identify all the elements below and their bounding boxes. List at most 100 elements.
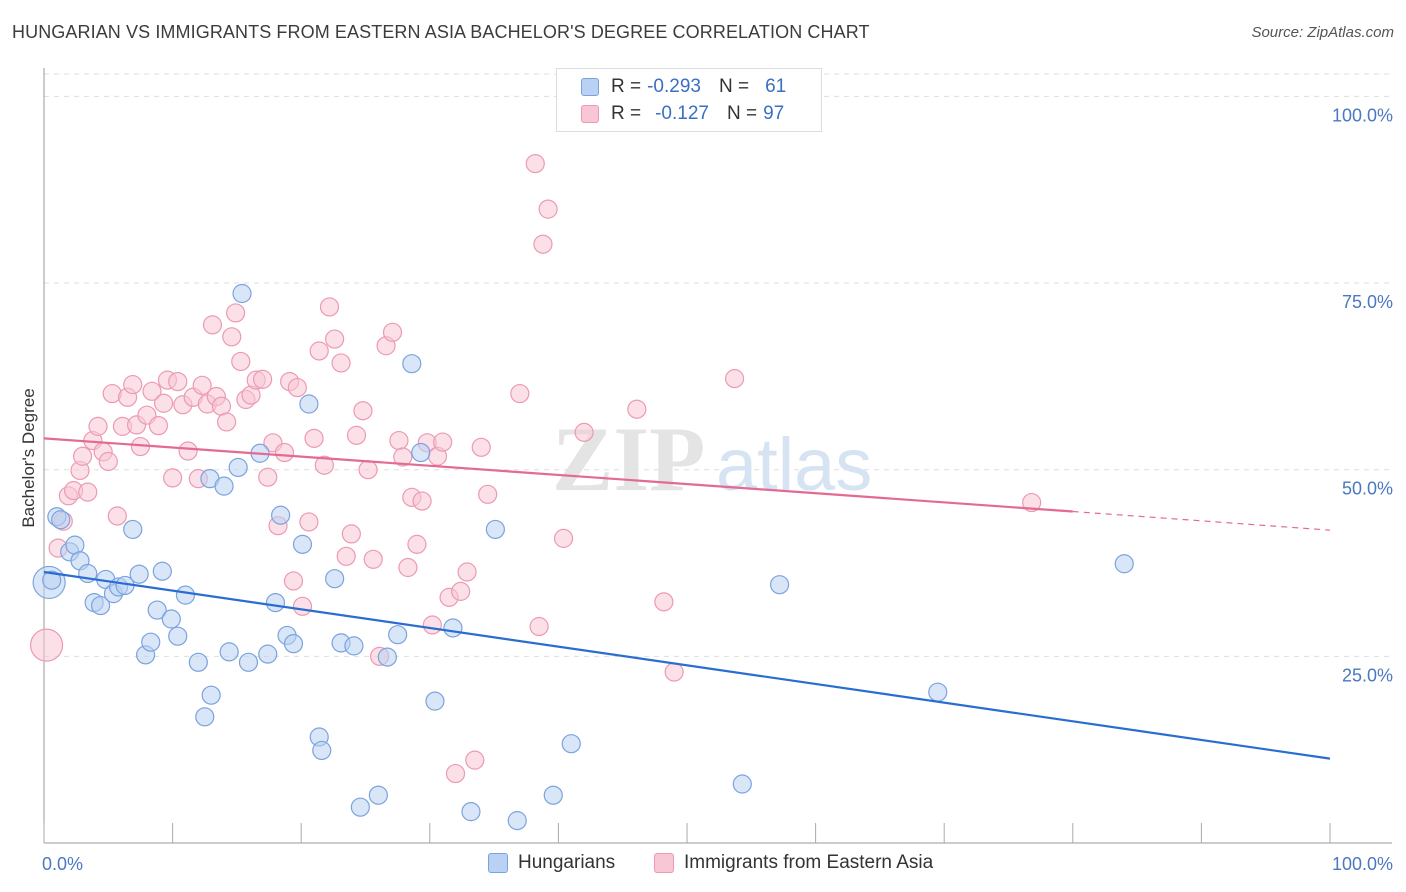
- immigrants-point: [222, 327, 242, 347]
- hungarians-point: [141, 632, 161, 652]
- immigrants-point: [304, 428, 324, 448]
- hungarians-point: [325, 569, 345, 589]
- immigrants-point: [533, 234, 553, 254]
- immigrants-point: [627, 399, 647, 419]
- immigrants-point: [451, 581, 471, 601]
- hungarians-point: [90, 595, 111, 616]
- immigrants-point: [363, 549, 383, 569]
- hungarians-trend-line: [43, 570, 1331, 760]
- hungarians-point: [168, 626, 188, 646]
- immigrants-point: [226, 303, 246, 323]
- legend-swatch-blue: [581, 78, 599, 96]
- hungarians-point: [344, 636, 364, 656]
- immigrants-point: [325, 329, 345, 349]
- immigrants-point: [123, 374, 143, 395]
- hungarians-point: [425, 691, 445, 711]
- immigrants-point: [283, 571, 304, 591]
- immigrants-point: [525, 153, 545, 174]
- legend-label-hungarians: Hungarians: [518, 852, 616, 873]
- immigrants-point: [168, 372, 188, 392]
- hungarians-point: [219, 642, 239, 662]
- x-tick-label: 100.0%: [1332, 854, 1393, 874]
- immigrants-point: [29, 628, 64, 662]
- hungarians-point: [769, 575, 790, 595]
- immigrants-point: [422, 615, 442, 635]
- immigrants-point: [319, 297, 340, 317]
- series-legend: Hungarians Immigrants from Eastern Asia: [0, 852, 1406, 878]
- immigrants-point: [412, 491, 432, 511]
- immigrants-point: [142, 381, 162, 401]
- source-credit: Source: ZipAtlas.com: [1251, 24, 1394, 41]
- immigrants-trend-line: [43, 437, 1073, 513]
- hungarians-point: [485, 519, 505, 540]
- y-axis-label: Bachelor's Degree: [19, 388, 38, 527]
- immigrants-point: [258, 467, 278, 487]
- hungarians-point: [299, 394, 319, 414]
- hungarians-point: [201, 685, 221, 705]
- immigrants-point: [231, 351, 251, 372]
- hungarians-point: [411, 442, 431, 463]
- hungarians-point: [1114, 554, 1134, 574]
- hungarians-point: [561, 734, 581, 754]
- hungarians-point: [368, 785, 388, 805]
- immigrants-trend-extension: [1072, 510, 1331, 531]
- legend-n-label: N =: [718, 76, 750, 97]
- immigrants-point: [353, 401, 373, 421]
- immigrants-point: [202, 315, 223, 335]
- trend-lines: [43, 437, 1331, 760]
- immigrants-point: [465, 750, 485, 770]
- tick-labels: 25.0% 50.0% 75.0% 100.0% 0.0% 100.0%: [42, 105, 1393, 874]
- hungarians-point: [188, 652, 208, 672]
- y-tick-label: 50.0%: [1342, 479, 1393, 499]
- series-immigrants-points: [29, 153, 1042, 784]
- hungarians-point: [195, 707, 215, 727]
- immigrants-point: [88, 416, 108, 436]
- immigrants-point: [153, 393, 174, 413]
- immigrants-point: [538, 199, 558, 219]
- immigrants-point: [192, 375, 212, 395]
- immigrants-point: [331, 353, 351, 373]
- immigrants-point: [217, 412, 237, 432]
- immigrants-point: [393, 447, 413, 467]
- hungarians-point: [507, 811, 527, 831]
- legend-n-value: 61: [765, 76, 787, 97]
- x-tick-label: 0.0%: [42, 854, 83, 874]
- hungarians-point: [175, 585, 196, 605]
- hungarians-point: [377, 647, 397, 667]
- hungarians-point: [228, 457, 248, 478]
- immigrants-point: [389, 430, 409, 451]
- immigrants-point: [341, 524, 361, 544]
- immigrants-point: [309, 341, 329, 361]
- hungarians-point: [283, 634, 304, 654]
- immigrants-point: [163, 468, 183, 488]
- watermark-atlas: atlas: [716, 423, 872, 506]
- legend-r-value: -0.293: [647, 76, 701, 97]
- immigrants-point: [314, 455, 334, 475]
- immigrants-point: [574, 422, 594, 442]
- immigrants-point: [72, 446, 93, 466]
- hungarians-point: [350, 797, 370, 817]
- chart-title: HUNGARIAN VS IMMIGRANTS FROM EASTERN ASI…: [12, 22, 870, 42]
- hungarians-point: [388, 625, 408, 645]
- legend-r-value: -0.127: [655, 103, 709, 124]
- hungarians-point: [543, 785, 563, 805]
- hungarians-point: [265, 592, 286, 613]
- hungarians-point: [123, 519, 143, 540]
- immigrants-point: [654, 592, 674, 612]
- y-tick-label: 25.0%: [1342, 665, 1393, 685]
- immigrants-point: [107, 506, 127, 526]
- immigrants-point: [445, 763, 466, 784]
- immigrants-point: [358, 460, 378, 480]
- immigrants-point: [471, 437, 491, 457]
- immigrants-point: [407, 534, 427, 554]
- immigrants-point: [382, 322, 403, 342]
- immigrants-point: [346, 425, 367, 445]
- hungarians-point: [461, 802, 481, 822]
- hungarians-point: [443, 618, 463, 638]
- hungarians-point: [42, 570, 62, 590]
- y-tick-label: 100.0%: [1332, 105, 1393, 125]
- legend-swatch-pink: [581, 105, 599, 123]
- immigrants-point: [148, 416, 169, 436]
- immigrants-point: [253, 369, 273, 389]
- axis-layer: [43, 68, 1392, 844]
